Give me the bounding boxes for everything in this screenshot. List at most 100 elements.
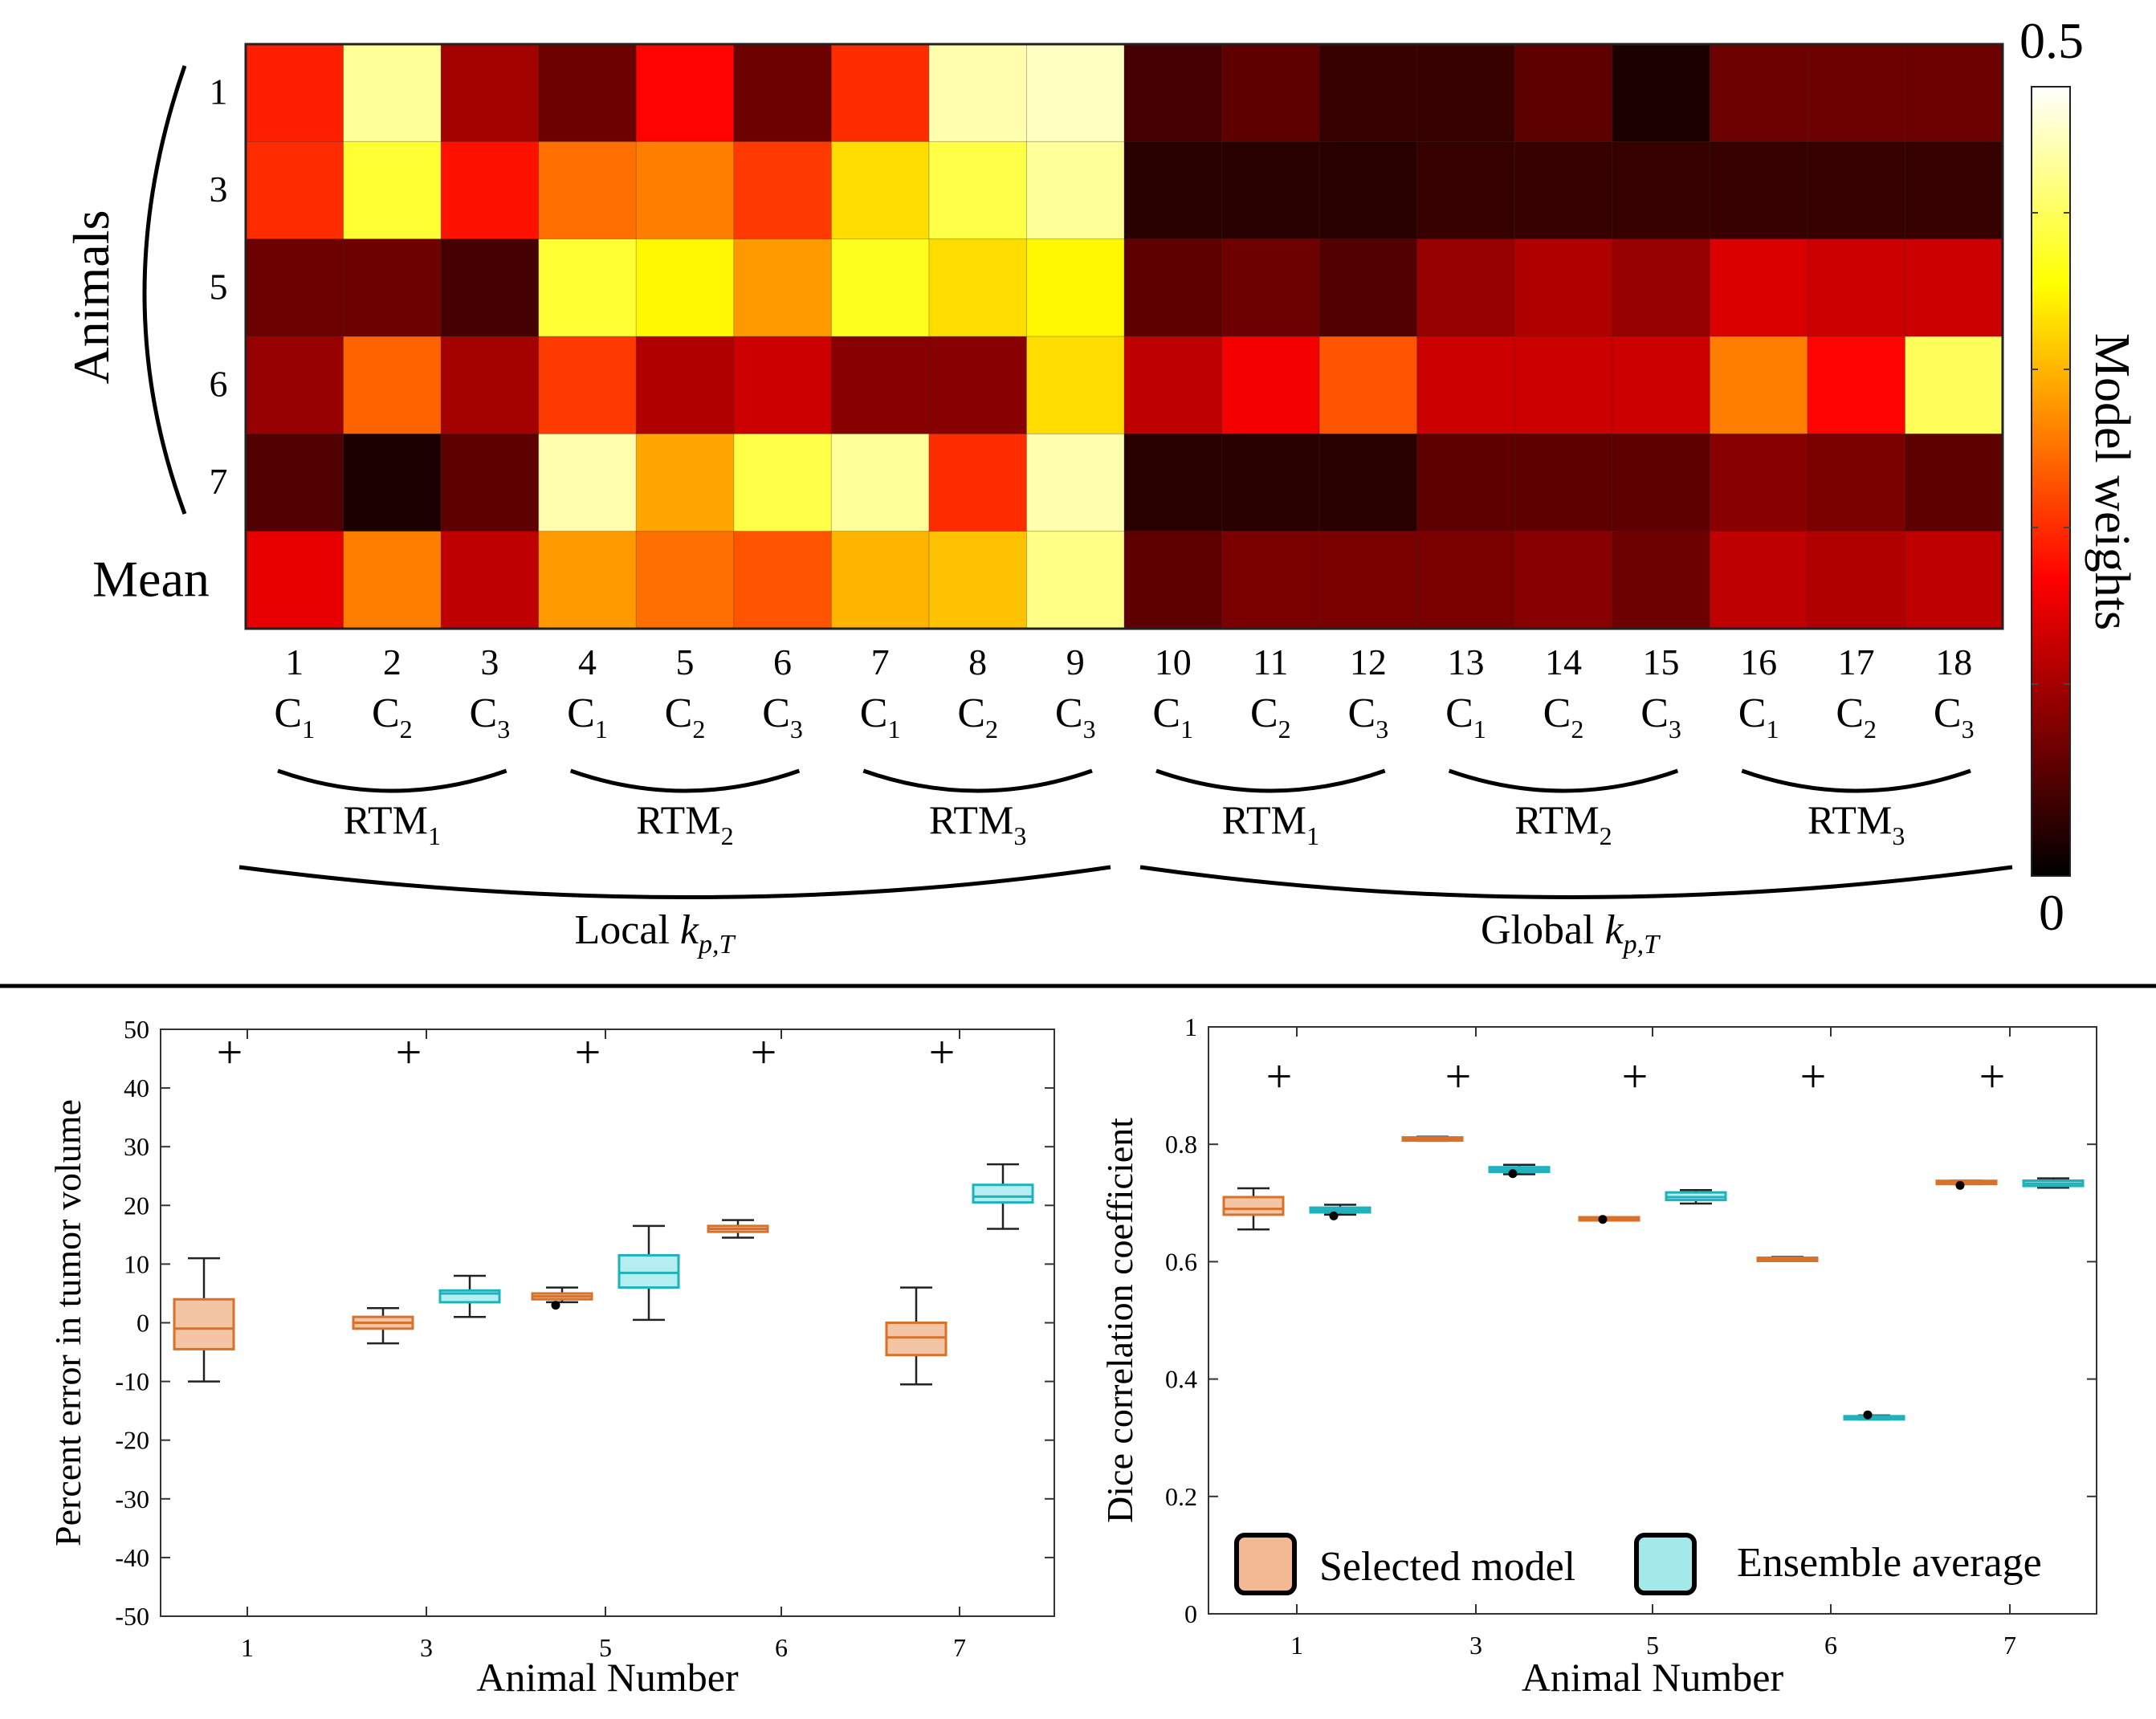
heatmap-cell [538, 336, 637, 434]
y-tick-label: 10 [124, 1249, 149, 1278]
heatmap-cell [1221, 336, 1320, 434]
y-tick-label: 0.2 [1165, 1482, 1197, 1511]
heatmap-cell [831, 44, 930, 142]
heatmap-cell [1612, 238, 1710, 337]
heatmap-cell [1026, 336, 1125, 434]
heatmap-col-number: 15 [1643, 642, 1680, 682]
heatmap-col-number: 1 [285, 642, 304, 682]
y-tick-label: 0.4 [1165, 1365, 1197, 1394]
legend: Selected model Ensemble average [1234, 1533, 2042, 1595]
rtm-label: RTM3 [929, 797, 1026, 850]
heatmap-cell [1710, 336, 1808, 434]
y-tick-label: 0 [137, 1309, 149, 1338]
significance-marker: + [929, 1026, 956, 1078]
heatmap-cells [246, 44, 2003, 629]
heatmap-cell [343, 434, 442, 532]
heatmap-col-component: C1 [860, 690, 901, 743]
heatmap-cell [733, 141, 832, 240]
heatmap-col-component: C2 [1543, 690, 1584, 743]
heatmap-cell [928, 336, 1028, 434]
heatmap-col-component: C2 [665, 690, 706, 743]
significance-marker: + [751, 1026, 777, 1078]
y-tick-label: 1 [1184, 1012, 1197, 1041]
heatmap-col-component: C3 [1055, 690, 1096, 743]
significance-marker: + [1622, 1050, 1649, 1102]
heatmap-cell [1416, 531, 1515, 629]
heatmap-col-number: 17 [1838, 642, 1875, 682]
box-outlier-dot [1508, 1169, 1518, 1179]
x-tick-label: 7 [953, 1633, 966, 1662]
heatmap-cell [1807, 44, 1906, 142]
significance-marker: + [217, 1026, 243, 1078]
heatmap-cell [1710, 141, 1808, 240]
significance-marker: + [1979, 1050, 2006, 1102]
heatmap-cell [636, 336, 735, 434]
heatmap-cell [1710, 44, 1808, 142]
heatmap-col-component: C3 [762, 690, 803, 743]
heatmap-cell [636, 44, 735, 142]
rtm-label: RTM2 [636, 797, 733, 850]
heatmap-cell [1319, 141, 1418, 240]
rtm-label: RTM1 [1222, 797, 1319, 850]
heatmap-col-component: C1 [274, 690, 315, 743]
legend-label-ensemble: Ensemble average [1737, 1540, 2042, 1586]
heatmap-cell [1514, 434, 1613, 532]
heatmap-col-component: C1 [1738, 690, 1779, 743]
heatmap-cell [538, 44, 637, 142]
x-tick-label: 6 [775, 1633, 788, 1662]
heatmap-cell [636, 434, 735, 532]
colorbar-ticks [2032, 212, 2070, 685]
heatmap-col-number: 8 [968, 642, 987, 682]
rtm-bracket [277, 768, 507, 793]
heatmap-cell [1124, 141, 1223, 240]
heatmap-col-number: 12 [1350, 642, 1387, 682]
heatmap-cell [1612, 336, 1710, 434]
significance-marker: + [396, 1026, 422, 1078]
global-kpt-label: Global kp,T [1481, 907, 1661, 959]
x-tick-label: 6 [1824, 1631, 1837, 1660]
x-tick-label: 5 [1646, 1631, 1659, 1660]
legend-swatch-selected [1234, 1533, 1297, 1595]
box-iqr [617, 1253, 680, 1289]
heatmap-cell [1124, 238, 1223, 337]
heatmap-cell [733, 336, 832, 434]
boxplot-volume-error: 50 40 30 20 10 0 -10 -20 -30 -40 -50 1 +3 +5 +6 +7 + Anim… [47, 1015, 1055, 1700]
heatmap-cell [441, 434, 540, 532]
heatmap-col-component: C1 [1152, 690, 1193, 743]
box-iqr [173, 1297, 235, 1350]
heatmap-cell [1319, 336, 1418, 434]
heatmap-cell [441, 141, 540, 240]
heatmap-cell [538, 434, 637, 532]
heatmap-cell [831, 141, 930, 240]
heatmap-cell [1710, 434, 1808, 532]
animals-label: Animals [63, 210, 120, 385]
x-tick-label: 1 [1290, 1631, 1303, 1660]
heatmap-row-label: 7 [210, 461, 228, 502]
y-tick-label: -40 [115, 1543, 149, 1572]
heatmap-col-component: C3 [1640, 690, 1681, 743]
heatmap-cell [831, 434, 930, 532]
heatmap-col-component: C3 [470, 690, 511, 743]
heatmap-cell [1319, 531, 1418, 629]
heatmap-cell [441, 531, 540, 629]
heatmap-cell [1416, 141, 1515, 240]
heatmap-cell [1514, 238, 1613, 337]
heatmap-cell [1026, 434, 1125, 532]
heatmap-row-label: 3 [210, 169, 228, 210]
heatmap-col-number: 11 [1253, 642, 1288, 682]
local-kpt-label: Local kp,T [575, 907, 736, 959]
heatmap-cell [1710, 531, 1808, 629]
heatmap-cell [1221, 531, 1320, 629]
significance-marker: + [1445, 1050, 1472, 1102]
heatmap-col-component: C1 [1445, 690, 1486, 743]
heatmap-cell [1905, 44, 2003, 142]
heatmap-col-number: 16 [1740, 642, 1777, 682]
heatmap-row-label: Mean [92, 550, 210, 607]
heatmap-cell [1026, 238, 1125, 337]
heatmap-cell [1026, 141, 1125, 240]
colorbar [2031, 86, 2071, 877]
heatmap-cell [1710, 238, 1808, 337]
y-tick-label: 0.6 [1165, 1247, 1197, 1276]
heatmap-col-component: C3 [1934, 690, 1975, 743]
significance-marker: + [575, 1026, 601, 1078]
